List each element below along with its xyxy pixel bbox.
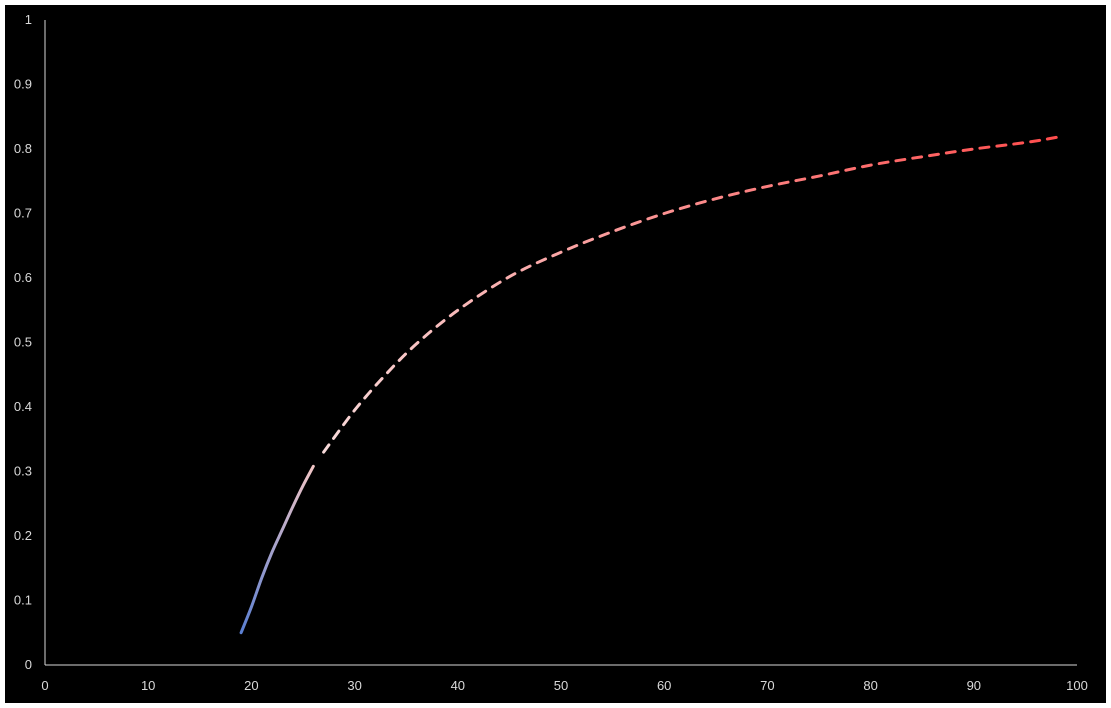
y-tick-label: 0.6	[14, 270, 32, 285]
y-tick-label: 0.5	[14, 335, 32, 350]
x-tick-label: 40	[451, 678, 465, 693]
dashed-series-line	[322, 135, 1058, 454]
x-tick-label: 60	[657, 678, 671, 693]
x-tick-labels: 0 10 20 30 40 50 60 70 80 90 100	[41, 678, 1087, 693]
y-tick-label: 0.4	[14, 399, 32, 414]
y-tick-label: 0.8	[14, 141, 32, 156]
y-tick-label: 0.9	[14, 77, 32, 92]
x-tick-label: 80	[863, 678, 877, 693]
x-tick-label: 90	[967, 678, 981, 693]
x-tick-label: 70	[760, 678, 774, 693]
y-tick-label: 0	[25, 657, 32, 672]
line-chart: 0 0.1 0.2 0.3 0.4 0.5 0.6 0.7 0.8 0.9 1 0 10 20 30 40 5…	[14, 12, 1088, 693]
solid-series-line	[239, 464, 315, 635]
y-tick-label: 1	[25, 12, 32, 27]
x-tick-label: 30	[347, 678, 361, 693]
axes	[44, 20, 1077, 666]
y-tick-labels: 0 0.1 0.2 0.3 0.4 0.5 0.6 0.7 0.8 0.9 1	[14, 12, 32, 672]
x-tick-label: 100	[1066, 678, 1088, 693]
x-tick-label: 0	[41, 678, 48, 693]
x-tick-label: 50	[554, 678, 568, 693]
y-tick-label: 0.2	[14, 528, 32, 543]
y-tick-label: 0.7	[14, 206, 32, 221]
x-tick-label: 20	[244, 678, 258, 693]
series-lines	[239, 135, 1058, 635]
y-tick-label: 0.1	[14, 593, 32, 608]
y-tick-label: 0.3	[14, 464, 32, 479]
chart-area: 0 0.1 0.2 0.3 0.4 0.5 0.6 0.7 0.8 0.9 1 0 10 20 30 40 5…	[5, 5, 1106, 703]
x-tick-label: 10	[141, 678, 155, 693]
